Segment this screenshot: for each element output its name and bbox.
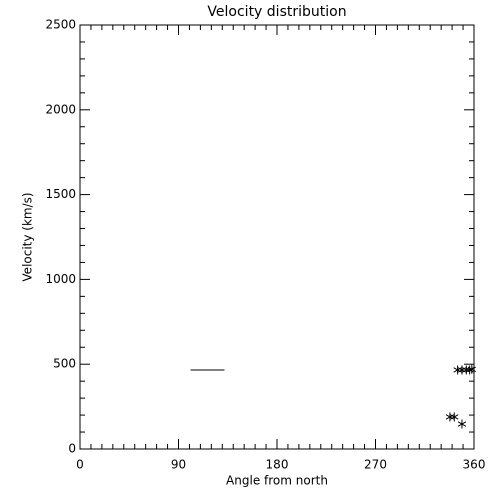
asterisk-point bbox=[445, 412, 455, 422]
asterisk-point bbox=[457, 419, 467, 429]
x-tick-label: 0 bbox=[76, 458, 84, 472]
plot-frame bbox=[79, 24, 475, 450]
y-tick-label: 2500 bbox=[45, 18, 76, 32]
asterisk-stroke bbox=[450, 414, 459, 420]
y-tick-label: 1500 bbox=[45, 187, 76, 201]
x-tick-label: 180 bbox=[266, 458, 289, 472]
y-tick-label: 1000 bbox=[45, 272, 76, 286]
asterisk-point bbox=[457, 365, 467, 375]
y-tick-label: 500 bbox=[53, 357, 76, 371]
y-tick-label: 2000 bbox=[45, 102, 76, 116]
y-axis-label: Velocity (km/s) bbox=[21, 192, 35, 281]
asterisk-point bbox=[467, 364, 476, 374]
x-tick-label: 270 bbox=[364, 458, 387, 472]
asterisk-point bbox=[450, 412, 459, 422]
asterisk-stroke bbox=[457, 421, 467, 427]
x-tick-label: 90 bbox=[171, 458, 186, 472]
asterisk-stroke bbox=[467, 366, 476, 372]
x-tick-label: 360 bbox=[463, 458, 486, 472]
x-axis-label: Angle from north bbox=[226, 474, 328, 488]
asterisk-point bbox=[453, 365, 462, 375]
y-tick-label: 0 bbox=[68, 442, 76, 456]
chart-title: Velocity distribution bbox=[207, 4, 346, 20]
